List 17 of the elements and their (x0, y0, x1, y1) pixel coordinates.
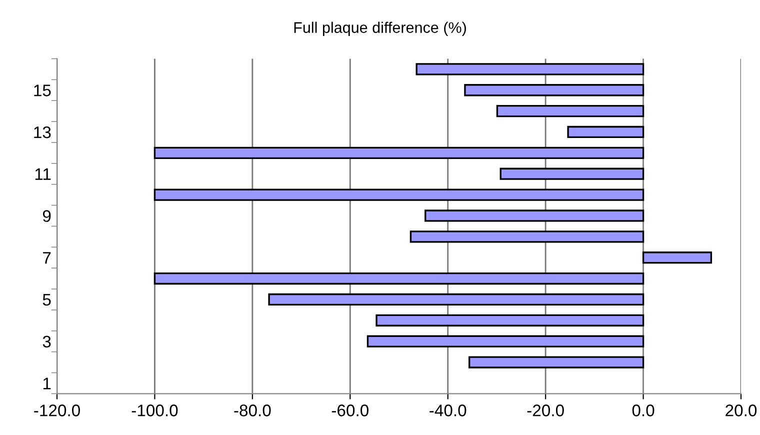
y-tick-label: 5 (42, 294, 51, 306)
y-tick-label: 15 (34, 84, 51, 96)
x-tick-label: -60.0 (332, 404, 368, 416)
chart-title: Full plaque difference (%) (294, 22, 466, 36)
y-tick-label: 9 (42, 210, 51, 222)
x-tick-label: -80.0 (234, 404, 271, 416)
y-tick-label: 13 (34, 126, 51, 138)
x-tick-label: -20.0 (527, 404, 564, 416)
y-tick-label: 7 (43, 252, 51, 264)
y-tick-label: 3 (42, 336, 51, 348)
y-tick-label: 11 (35, 168, 51, 180)
x-tick-label: -100.0 (132, 404, 178, 416)
x-tick-label: 0.0 (632, 404, 654, 416)
x-tick-label: -40.0 (430, 404, 466, 416)
y-tick-label: 1 (43, 378, 51, 390)
x-tick-label: -120.0 (34, 404, 80, 416)
x-tick-label: 20.0 (726, 404, 757, 416)
